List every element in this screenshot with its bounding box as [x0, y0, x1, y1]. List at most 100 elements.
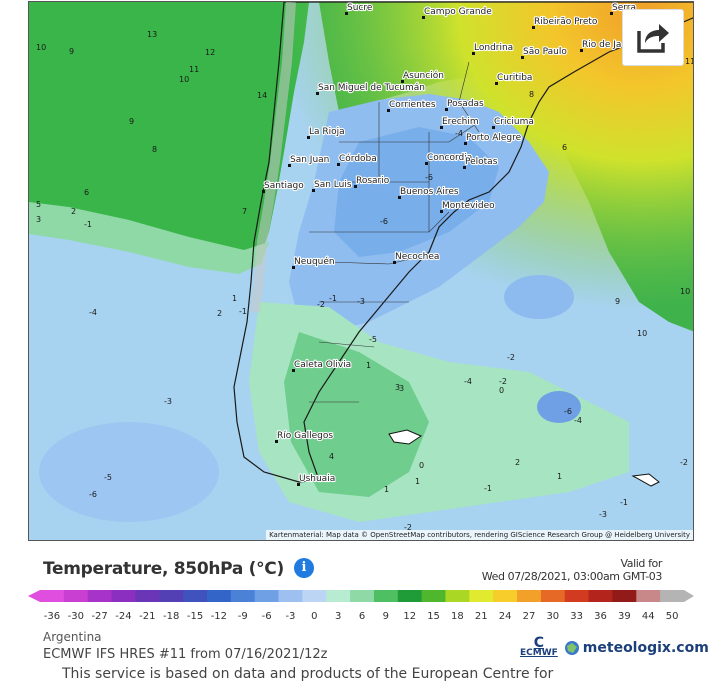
scale-tick-label: 21	[475, 611, 488, 622]
isotherm-label: -6	[425, 173, 433, 182]
city-label: Rio de Ja	[582, 40, 621, 50]
city-label: Rosario	[356, 176, 390, 186]
city-label: San Juan	[290, 155, 329, 165]
city-label: Neuquén	[294, 256, 335, 267]
globe-icon	[564, 641, 579, 655]
city-marker	[440, 126, 443, 129]
city-marker	[422, 16, 425, 19]
isotherm-label: 11	[189, 65, 199, 74]
scale-tick-label: -36	[44, 611, 60, 622]
isotherm-label: 2	[217, 309, 222, 318]
city-marker	[532, 26, 535, 29]
scale-tick-label: 18	[451, 611, 464, 622]
city-marker	[492, 126, 495, 129]
isotherm-label: 6	[84, 188, 89, 197]
scale-swatch	[87, 590, 113, 602]
scale-swatch	[469, 590, 494, 602]
city-marker	[393, 261, 396, 264]
city-label: La Rioja	[309, 127, 345, 137]
city-label: São Paulo	[523, 47, 567, 57]
isotherm-label: -2	[404, 523, 412, 532]
info-icon[interactable]: i	[294, 558, 314, 578]
scale-tick-label: -18	[163, 611, 179, 622]
scale-tick-label: 50	[666, 611, 679, 622]
city-marker	[288, 164, 291, 167]
scale-swatch	[206, 590, 232, 602]
city-label: Campo Grande	[424, 7, 492, 17]
city-marker	[312, 189, 315, 192]
city-label: Montevideo	[442, 201, 495, 211]
city-label: Pelotas	[465, 157, 498, 167]
city-marker	[345, 12, 348, 15]
city-marker	[495, 82, 498, 85]
isotherm-label: -6	[89, 490, 97, 499]
map-attribution: Kartenmaterial: Map data © OpenStreetMap…	[266, 530, 693, 540]
isotherm-label: -5	[369, 335, 377, 344]
isotherm-label: -3	[599, 510, 607, 519]
city-marker	[262, 190, 265, 193]
disclaimer: This service is based on data and produc…	[62, 666, 554, 682]
city-label: Erechim	[442, 117, 479, 127]
city-label: San Luis	[314, 180, 352, 190]
isotherm-label: -3	[357, 297, 365, 306]
scale-tick-label: 24	[499, 611, 512, 622]
cold-core	[334, 127, 499, 257]
city-marker	[297, 483, 300, 486]
isotherm-label: 10	[637, 329, 647, 338]
scale-arrow-right	[684, 590, 694, 602]
isotherm-label: 0	[419, 461, 424, 470]
isotherm-label: 8	[529, 90, 534, 99]
isotherm-label: -6	[564, 407, 572, 416]
scale-swatch	[159, 590, 184, 602]
isotherm-label: 12	[205, 48, 215, 57]
isotherm-label: -1	[620, 498, 628, 507]
scale-swatch	[183, 590, 208, 602]
scale-swatch	[302, 590, 327, 602]
meteologix-logo[interactable]: meteologix.com	[564, 640, 709, 656]
scale-swatch	[326, 590, 351, 602]
city-label: Río Gallegos	[277, 431, 333, 441]
city-marker	[337, 163, 340, 166]
scale-tick-label: 44	[642, 611, 655, 622]
isotherm-label: -2	[499, 377, 507, 386]
isotherm-label: -1	[84, 220, 92, 229]
city-label: Ushuaia	[299, 474, 335, 484]
city-label: Caleta Olivia	[294, 360, 351, 370]
isotherm-label: 10	[680, 287, 690, 296]
city-marker	[307, 136, 310, 139]
legend-title: Temperature, 850hPa (°C)	[43, 559, 284, 579]
isotherm-label: 11	[685, 57, 694, 66]
falkland-islands	[388, 429, 423, 445]
scale-swatch	[230, 590, 256, 602]
city-marker	[463, 166, 466, 169]
scale-tick-label: 9	[383, 611, 389, 622]
scale-tick-label: 36	[594, 611, 607, 622]
scale-swatch	[373, 590, 399, 602]
city-label: Santiago	[264, 181, 304, 191]
city-marker	[445, 108, 448, 111]
scale-tick-label: -21	[139, 611, 155, 622]
isotherm-label: 9	[69, 47, 74, 56]
share-button[interactable]	[622, 9, 684, 66]
isotherm-label: 3	[395, 383, 400, 392]
south-georgia	[631, 473, 660, 487]
isotherm-label: -1	[239, 307, 247, 316]
ecmwf-logo[interactable]: C ECMWF	[520, 635, 558, 658]
cold-spot-2	[537, 391, 581, 423]
temperature-map[interactable]: Sucre Campo Grande Ribeirão Preto Serra Lond…	[28, 1, 694, 541]
isotherm-label: 1	[415, 477, 420, 486]
city-marker	[521, 56, 524, 59]
scale-swatch	[660, 590, 685, 602]
logos: C ECMWF meteologix.com	[520, 635, 709, 658]
isotherm-label: 1	[557, 472, 562, 481]
scale-tick-label: -27	[91, 611, 107, 622]
city-label: Concordia	[427, 153, 472, 163]
scale-tick-label: 27	[523, 611, 536, 622]
city-marker	[580, 49, 583, 52]
city-marker	[401, 80, 404, 83]
cold-spot-1	[504, 275, 574, 319]
scale-swatch	[135, 590, 160, 602]
valid-time: Valid for Wed 07/28/2021, 03:00am GMT-03	[482, 557, 663, 583]
